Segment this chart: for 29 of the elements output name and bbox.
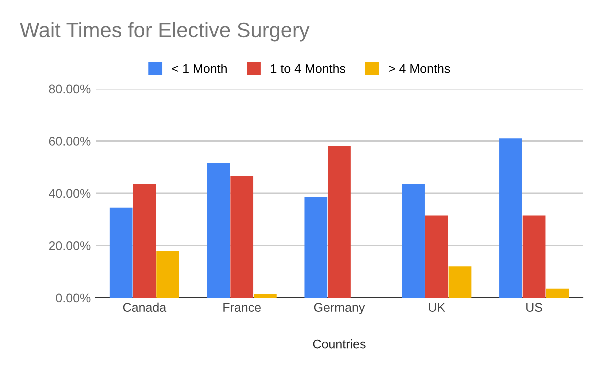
legend-label: 1 to 4 Months bbox=[271, 64, 346, 74]
bar bbox=[425, 216, 448, 298]
y-tick-label: 80.00% bbox=[49, 84, 91, 94]
x-tick-label: UK bbox=[429, 303, 446, 312]
y-tick-label: 40.00% bbox=[49, 189, 91, 198]
bar bbox=[304, 197, 328, 298]
x-tick-label: Canada bbox=[123, 302, 167, 312]
bar bbox=[133, 184, 156, 298]
bar bbox=[156, 250, 180, 298]
y-tick-label: 20.00% bbox=[49, 242, 91, 250]
x-tick-label: France bbox=[224, 303, 261, 312]
bar bbox=[500, 138, 522, 298]
bar bbox=[110, 208, 133, 298]
bar bbox=[230, 176, 254, 298]
legend-label: < 1 Month bbox=[172, 64, 227, 74]
y-tick-label: 0.00% bbox=[56, 294, 91, 303]
legend-label: > 4 Months bbox=[389, 64, 450, 74]
bar bbox=[254, 294, 277, 298]
bar bbox=[207, 163, 230, 298]
y-tick-label: 60.00% bbox=[49, 137, 91, 146]
x-axis-title: Countries bbox=[313, 340, 366, 349]
bar bbox=[448, 266, 472, 298]
chart-title: Wait Times for Elective Surgery bbox=[20, 22, 310, 42]
bar bbox=[328, 146, 351, 298]
x-tick-label: Germany bbox=[314, 303, 366, 315]
bar bbox=[522, 216, 546, 298]
bar bbox=[402, 184, 425, 298]
x-tick-label: US bbox=[526, 303, 542, 312]
bar bbox=[546, 288, 570, 298]
